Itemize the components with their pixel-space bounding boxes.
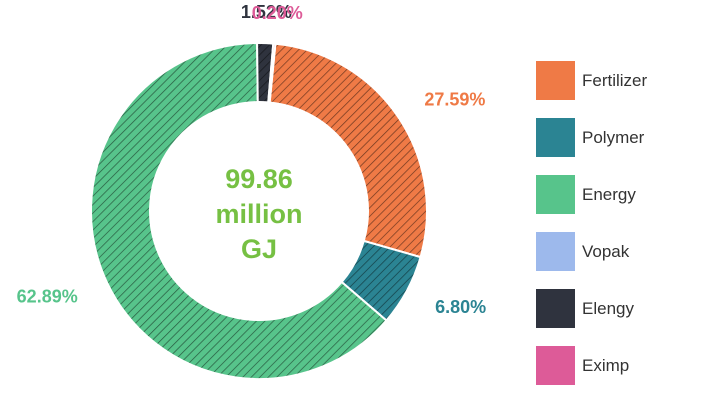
slice-energy[interactable] (90, 41, 388, 380)
slice-label-energy: 62.89% (17, 287, 78, 307)
legend-label-polymer: Polymer (582, 127, 645, 147)
slice-label-fertilizer: 27.59% (424, 89, 485, 109)
center-label-line-3: GJ (241, 234, 277, 264)
legend-swatch-energy (536, 175, 575, 214)
center-label-line-1: 99.86 (225, 164, 293, 194)
legend-swatch-eximp (536, 346, 575, 385)
legend-label-elengy: Elengy (582, 298, 634, 318)
legend-label-vopak: Vopak (582, 241, 630, 261)
legend-label-eximp: Eximp (582, 355, 630, 375)
legend-item-polymer[interactable]: Polymer (536, 118, 696, 157)
slice-eximp[interactable] (267, 42, 277, 104)
slice-fertilizer[interactable] (268, 42, 428, 259)
slice-label-elengy: 1.52% (241, 2, 292, 22)
legend-label-energy: Energy (582, 184, 636, 204)
legend-swatch-polymer (536, 118, 575, 157)
legend-item-energy[interactable]: Energy (536, 175, 696, 214)
slice-label-eximp: 0.20% (252, 3, 303, 23)
legend-label-fertilizer: Fertilizer (582, 70, 648, 90)
legend-item-eximp[interactable]: Eximp (536, 346, 696, 385)
legend-item-elengy[interactable]: Elengy (536, 289, 696, 328)
slice-label-polymer: 6.80% (435, 297, 486, 317)
center-label-line-2: million (216, 199, 303, 229)
legend-swatch-fertilizer (536, 61, 575, 100)
legend-swatch-vopak (536, 232, 575, 271)
legend-item-fertilizer[interactable]: Fertilizer (536, 61, 696, 100)
legend-item-vopak[interactable]: Vopak (536, 232, 696, 271)
chart-legend: Fertilizer Polymer Energy Vopak Elengy E… (536, 61, 696, 403)
legend-swatch-elengy (536, 289, 575, 328)
